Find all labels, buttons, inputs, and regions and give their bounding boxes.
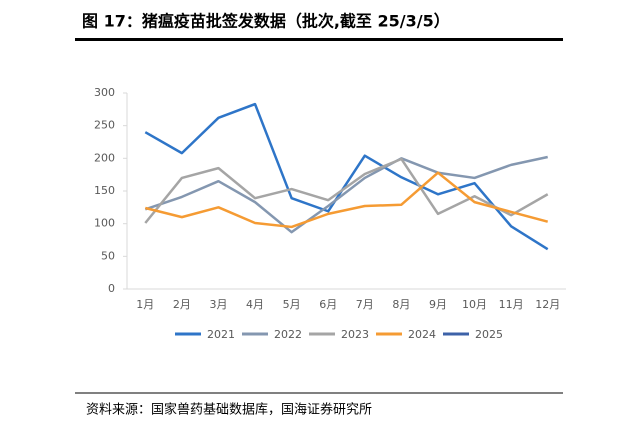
- legend-label: 2022: [274, 328, 302, 341]
- y-tick-label: 300: [94, 86, 115, 99]
- series-line: [144, 157, 549, 224]
- series-line: [144, 155, 548, 234]
- x-tick-label: 3月: [209, 298, 227, 311]
- x-tick-label: 5月: [283, 298, 301, 311]
- series-line: [144, 102, 549, 251]
- x-tick-label: 6月: [319, 298, 337, 311]
- y-tick-label: 100: [94, 217, 115, 230]
- x-tick-label: 11月: [499, 298, 524, 311]
- x-tick-label: 8月: [392, 298, 410, 311]
- legend-label: 2024: [408, 328, 436, 341]
- x-tick-label: 9月: [429, 298, 447, 311]
- figure-title: 图 17：猪瘟疫苗批签发数据（批次,截至 25/3/5）: [82, 12, 450, 31]
- y-tick-label: 250: [94, 119, 115, 132]
- source-note: 资料来源：国家兽药基础数据库，国海证券研究所: [86, 402, 372, 418]
- x-tick-label: 10月: [462, 298, 487, 311]
- y-tick-label: 0: [108, 282, 115, 295]
- legend-label: 2021: [207, 328, 235, 341]
- y-tick-label: 150: [94, 184, 115, 197]
- x-tick-label: 12月: [535, 298, 560, 311]
- x-tick-label: 4月: [246, 298, 264, 311]
- title-rule: [75, 38, 563, 41]
- legend-label: 2023: [341, 328, 369, 341]
- x-tick-label: 7月: [356, 298, 374, 311]
- y-tick-label: 50: [101, 249, 115, 262]
- x-tick-label: 2月: [173, 298, 191, 311]
- series-line: [144, 171, 549, 229]
- y-tick-label: 200: [94, 151, 115, 164]
- x-tick-label: 1月: [136, 298, 154, 311]
- legend-label: 2025: [475, 328, 503, 341]
